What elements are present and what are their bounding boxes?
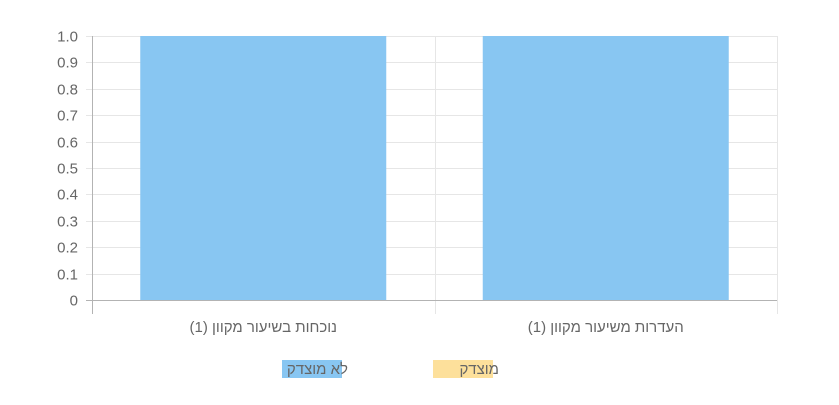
legend-label: לא מוצדק	[287, 361, 348, 378]
x-tick-label: העדרות משיעור מקוון (1)	[528, 319, 684, 336]
bar-1-unjustified[interactable]	[140, 36, 387, 300]
y-tick-label: 0.1	[57, 267, 78, 284]
legend-item-justified[interactable]: מוצדק	[433, 360, 499, 378]
y-tick-label: 0	[70, 293, 78, 310]
y-tick-label: 0.6	[57, 135, 78, 152]
bar-2-unjustified[interactable]	[482, 36, 729, 300]
y-tick-label: 0.9	[57, 55, 78, 72]
y-tick-label: 0.8	[57, 82, 78, 99]
legend-swatch	[282, 360, 342, 378]
bars	[140, 36, 729, 300]
y-tick-label: 0.2	[57, 240, 78, 257]
y-tick-label: 0.7	[57, 108, 78, 125]
y-tick-label: 0.4	[57, 187, 78, 204]
legend: לא מוצדק מוצדק	[282, 360, 499, 378]
y-tick-label: 0.3	[57, 214, 78, 231]
x-tick-labels: נוכחות בשיעור מקוון (1) העדרות משיעור מקו…	[190, 319, 684, 336]
y-tick-label: 0.5	[57, 161, 78, 178]
legend-swatch	[433, 360, 493, 378]
legend-item-unjustified[interactable]: לא מוצדק	[282, 360, 348, 378]
legend-label: מוצדק	[459, 361, 499, 378]
y-tick-label: 1.0	[57, 29, 78, 46]
x-tick-label: נוכחות בשיעור מקוון (1)	[190, 319, 337, 336]
y-tick-labels: 0 0.1 0.2 0.3 0.4 0.5 0.6 0.7 0.8 0.9 1.0	[57, 29, 78, 310]
